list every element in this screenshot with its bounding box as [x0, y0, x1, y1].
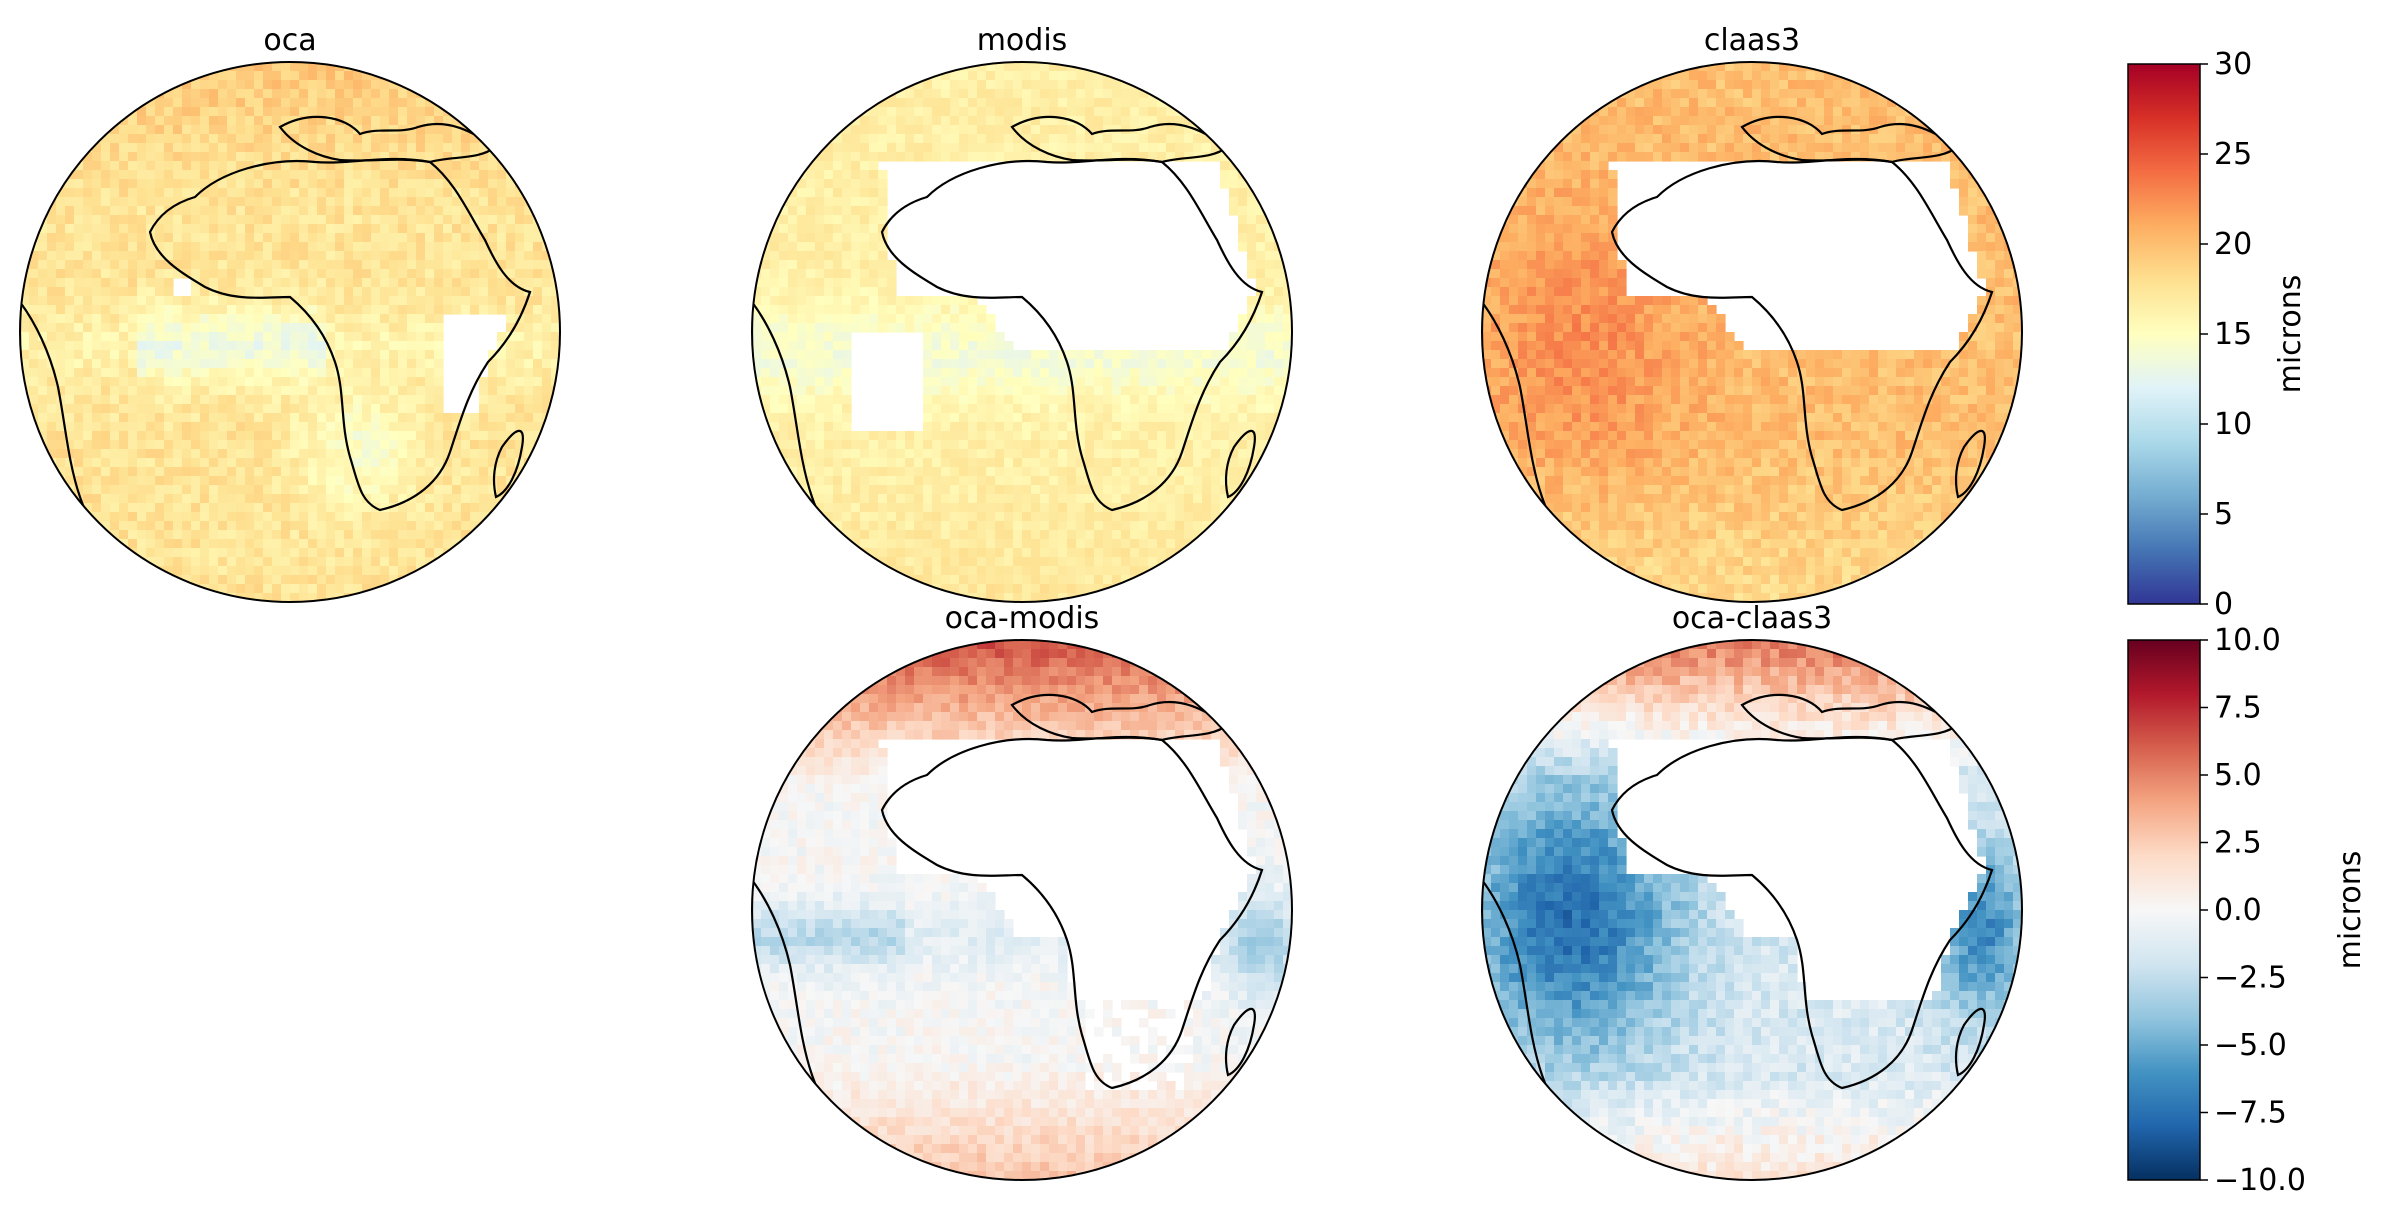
- panel-title-claas3: claas3: [1704, 23, 1800, 58]
- colorbar-tick-label: 5: [2214, 497, 2233, 532]
- colorbar-tick-label: 30: [2214, 47, 2252, 82]
- globe-outline: [1481, 639, 2023, 1181]
- globe-oca-claas3: [1481, 639, 2023, 1181]
- colorbar-tick-label: 2.5: [2214, 826, 2262, 861]
- panel-titles: oca modis claas3 oca-modis oca-claas3: [263, 23, 1832, 636]
- globe-modis: [751, 61, 1293, 603]
- colorbar-difference: −10.0 −7.5 −5.0 −2.5 0.0 2.5 5.0 7.5 10.0 microns: [2127, 623, 2368, 1198]
- globe-oca: [19, 61, 561, 603]
- globe-outline: [751, 61, 1293, 603]
- globe-outline: [19, 61, 561, 603]
- colorbar-tick-label: −2.5: [2214, 961, 2287, 996]
- colorbar-tick-label: −10.0: [2214, 1163, 2306, 1198]
- colorbar-tick-label: 15: [2214, 317, 2252, 352]
- colorbar-tick-label: 20: [2214, 227, 2252, 262]
- colorbar-tick-label: 0.0: [2214, 893, 2262, 928]
- colorbars: 0 5 10 15 20 25 30 microns −10.0 −7.5 −5.0 −2.5 0.0 2…: [2127, 47, 2368, 1198]
- colorbar-tick-label: −5.0: [2214, 1028, 2287, 1063]
- colorbar-tick-label: 10.0: [2214, 623, 2281, 658]
- globes-layer: [19, 61, 2023, 1181]
- colorbar-tick-label: 0: [2214, 587, 2233, 622]
- panel-title-oca: oca: [263, 23, 316, 58]
- panel-title-modis: modis: [977, 23, 1068, 58]
- colorbar-absolute: 0 5 10 15 20 25 30 microns: [2127, 47, 2308, 622]
- colorbar-tick-label: 25: [2214, 137, 2252, 172]
- colorbar-label: microns: [2333, 851, 2368, 970]
- globe-claas3: [1481, 61, 2023, 603]
- colorbar-tick-label: 5.0: [2214, 758, 2262, 793]
- panel-title-oca-modis: oca-modis: [945, 601, 1100, 636]
- panel-title-oca-claas3: oca-claas3: [1672, 601, 1832, 636]
- globe-oca-modis: [751, 639, 1293, 1181]
- globe-outline: [751, 639, 1293, 1181]
- globe-outline: [1481, 61, 2023, 603]
- colorbar-tick-label: 10: [2214, 407, 2252, 442]
- colorbar-tick-label: 7.5: [2214, 691, 2262, 726]
- colorbar-label: microns: [2273, 275, 2308, 394]
- colorbar-tick-label: −7.5: [2214, 1096, 2287, 1131]
